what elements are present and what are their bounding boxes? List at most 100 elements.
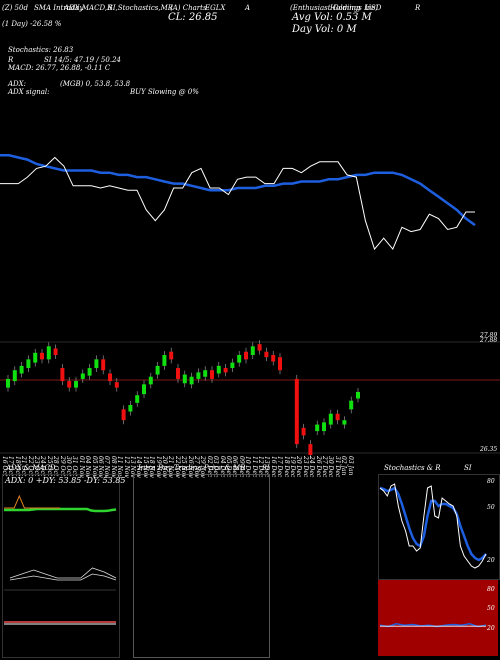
stoch-tick-50: 50 xyxy=(487,504,495,511)
candle xyxy=(33,352,38,363)
candle xyxy=(244,351,248,360)
candle xyxy=(108,373,112,382)
r-label: R xyxy=(8,56,14,64)
adx-orange-line xyxy=(4,494,60,509)
candle xyxy=(308,444,313,455)
candle xyxy=(342,420,347,425)
adx-panel-title: ADX & MACD xyxy=(6,464,56,472)
stoch-fast-line xyxy=(379,483,487,569)
header-cell-7: (Enthusiast Gaming xyxy=(290,4,361,12)
adx-macd-panel: ADX: 0 +DY: 53.85 -DY: 53.85 xyxy=(2,474,125,658)
candle xyxy=(278,357,282,371)
adx-values: (MGB) 0, 53.8, 53.8 xyxy=(60,80,131,88)
header-cell-0: (Z) 50d xyxy=(2,4,28,12)
intra-panel-si: SI xyxy=(262,464,270,472)
candle xyxy=(6,378,10,388)
intraday-panel xyxy=(133,474,270,658)
avg-volume: Avg Vol: 0.53 M xyxy=(292,12,372,23)
candle xyxy=(216,365,221,374)
candle xyxy=(26,359,31,369)
stoch-tick-80: 80 xyxy=(487,478,495,485)
candle xyxy=(53,348,58,355)
candles-layer xyxy=(6,340,360,459)
candle xyxy=(169,351,174,360)
buy-signal: BUY Slowing @ 0% xyxy=(130,88,199,96)
candle xyxy=(67,381,72,388)
candle xyxy=(250,346,255,355)
adx-signal-label: ADX signal: xyxy=(8,88,50,96)
stochastics-readout: Stochastics: 26.83 xyxy=(8,46,74,54)
adx-white-line-1 xyxy=(9,567,117,579)
close-price: CL: 26.85 xyxy=(168,12,218,23)
rsi-tick-80: 80 xyxy=(487,586,495,593)
header-cell-5: EGLX xyxy=(205,4,226,12)
adx-white-line-2 xyxy=(9,573,117,581)
candle xyxy=(328,413,333,425)
candle xyxy=(356,391,360,399)
price-label-hi2: 27.88 xyxy=(480,337,498,344)
candle xyxy=(349,400,354,410)
price-line xyxy=(0,156,475,251)
candle xyxy=(46,346,51,360)
candle xyxy=(121,409,126,421)
adx-label: ADX: xyxy=(8,80,27,88)
intra-panel-title: Intra Day Trading Price & MR xyxy=(138,464,246,472)
candle xyxy=(148,376,153,385)
candle xyxy=(230,362,235,369)
candle xyxy=(155,365,160,375)
candle xyxy=(210,370,214,379)
header-cell-9: USD xyxy=(365,4,382,12)
header-cell-3: SI,Stochastics,MR xyxy=(108,4,174,12)
candle xyxy=(223,368,228,373)
candle xyxy=(12,370,17,382)
price-line-layer xyxy=(0,156,475,251)
si-readout: SI 14/5: 47.19 / 50.24 xyxy=(44,56,121,64)
rsi-tick-20: 20 xyxy=(487,625,495,632)
candle xyxy=(264,351,269,358)
candle xyxy=(114,382,119,388)
day-change: (1 Day) -26.58 % xyxy=(2,20,62,28)
rsi-tick-50: 50 xyxy=(487,605,495,612)
candle xyxy=(128,405,133,412)
header-cell-2: ADX,MACD,R xyxy=(64,4,113,12)
rsi-panel xyxy=(378,580,498,656)
adx-readout: ADX: 0 +DY: 53.85 -DY: 53.85 xyxy=(5,476,126,485)
candle xyxy=(237,355,242,363)
candle xyxy=(74,381,78,388)
candle xyxy=(182,374,187,384)
candle xyxy=(94,359,99,369)
candle xyxy=(196,372,201,379)
ma-line xyxy=(0,154,476,227)
price-label-hi1: 27.89 xyxy=(480,332,498,339)
candle xyxy=(189,376,194,385)
candle xyxy=(40,352,44,360)
candle xyxy=(335,413,340,421)
candle xyxy=(80,373,85,379)
header-cell-6: A xyxy=(245,4,251,12)
candle xyxy=(294,378,299,445)
adx-green-line xyxy=(4,507,117,513)
stoch-tick-20: 20 xyxy=(487,557,495,564)
stoch-panel-title: Stochastics & R xyxy=(384,464,441,472)
candle xyxy=(162,355,167,366)
candle xyxy=(142,384,146,395)
candle xyxy=(271,355,276,362)
candle xyxy=(19,365,24,374)
candle xyxy=(87,368,92,376)
price-chart xyxy=(0,154,500,459)
header-cell-8: Holdings Inc) xyxy=(330,4,379,12)
candle xyxy=(135,395,140,403)
candle xyxy=(176,368,180,379)
candle xyxy=(257,344,262,351)
candle xyxy=(322,422,326,432)
price-label-lo: 26.35 xyxy=(480,446,498,453)
candle xyxy=(60,368,65,382)
stoch-panel-si: SI xyxy=(464,464,472,472)
header-cell-1: SMA Intraday xyxy=(34,4,84,12)
header-cell-4: (A) Charts xyxy=(170,4,207,12)
day-volume: Day Vol: 0 M xyxy=(292,24,357,35)
candle xyxy=(101,359,106,371)
candle xyxy=(315,424,320,432)
candle xyxy=(203,370,208,377)
